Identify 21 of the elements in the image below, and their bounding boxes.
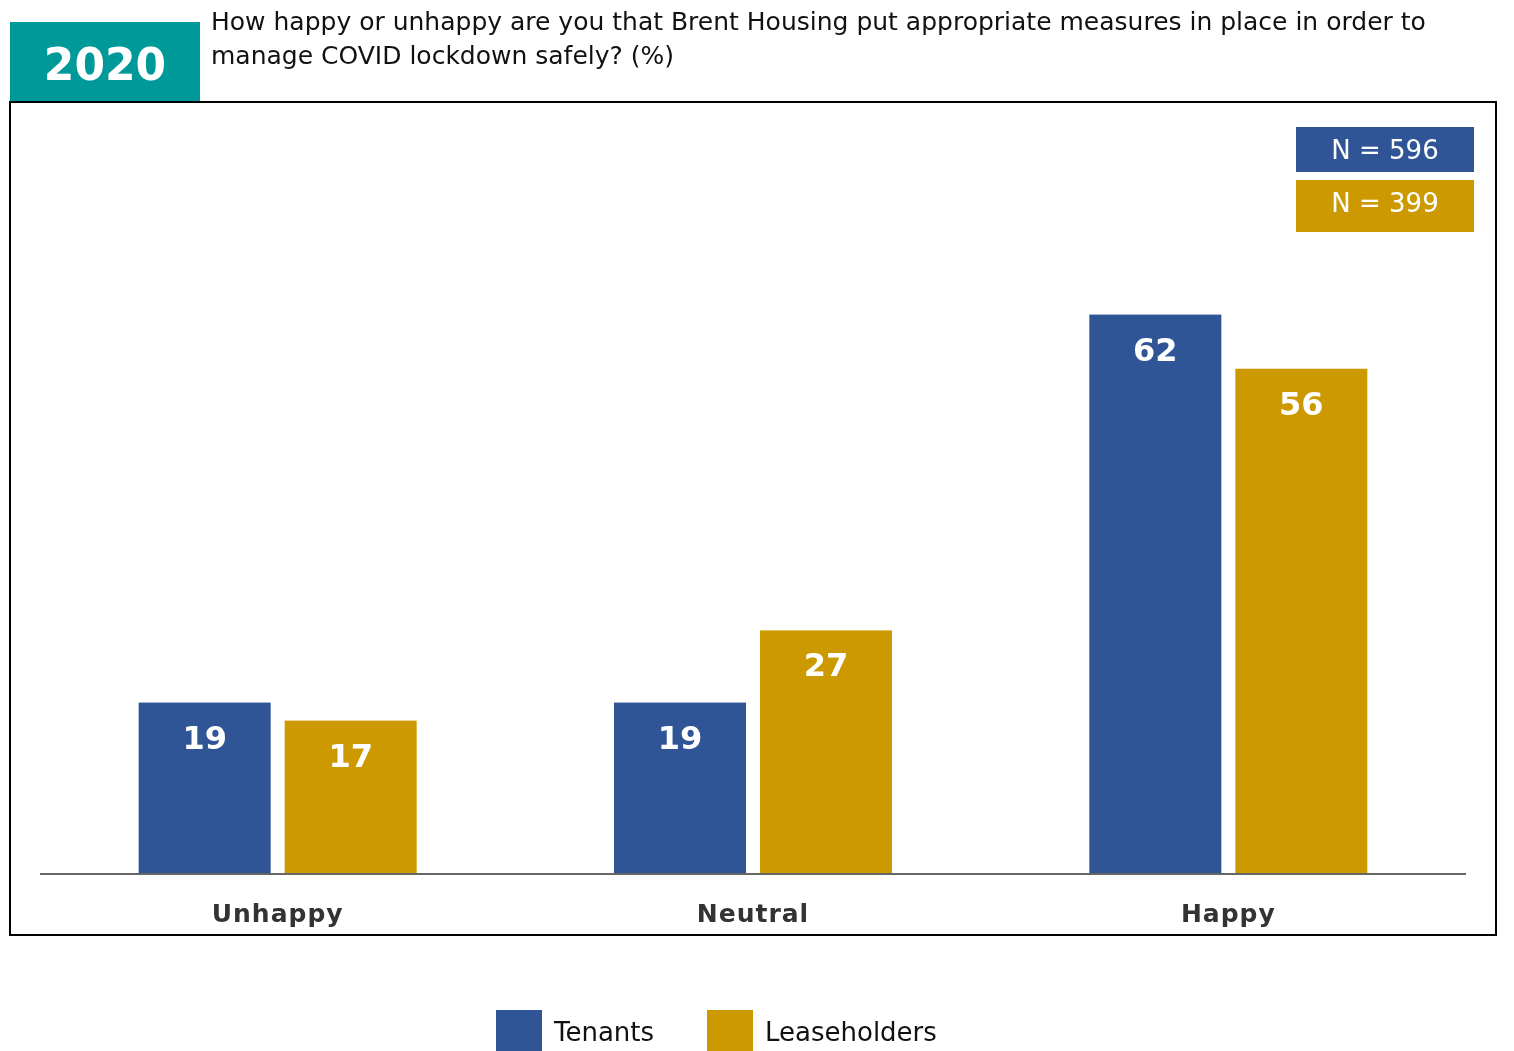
data-label: 19 [182, 718, 227, 757]
data-label: 27 [803, 646, 849, 685]
x-tick-label: Unhappy [211, 899, 344, 928]
bar [1089, 314, 1222, 874]
text: N = 596 [1331, 135, 1439, 165]
chart-title: How happy or unhappy are you that Brent Housing put appropriate measures in place in order to manage COVID lockdown safely? (%) [211, 7, 1426, 70]
x-tick-label: Happy [1180, 899, 1276, 928]
bar [614, 702, 746, 874]
data-label: 17 [328, 736, 373, 775]
text: N = 399 [1331, 188, 1439, 218]
data-label: 62 [1133, 330, 1178, 369]
data-label: 19 [657, 718, 703, 757]
legend-label: Tenants [553, 1017, 655, 1047]
bar [1235, 368, 1368, 874]
text: 2020 [43, 39, 167, 90]
legend-label: Leaseholders [765, 1017, 937, 1047]
bar [760, 630, 892, 874]
bar [138, 702, 271, 874]
bar [284, 720, 417, 874]
data-label: 56 [1279, 384, 1324, 423]
x-tick-label: Neutral [696, 899, 810, 928]
